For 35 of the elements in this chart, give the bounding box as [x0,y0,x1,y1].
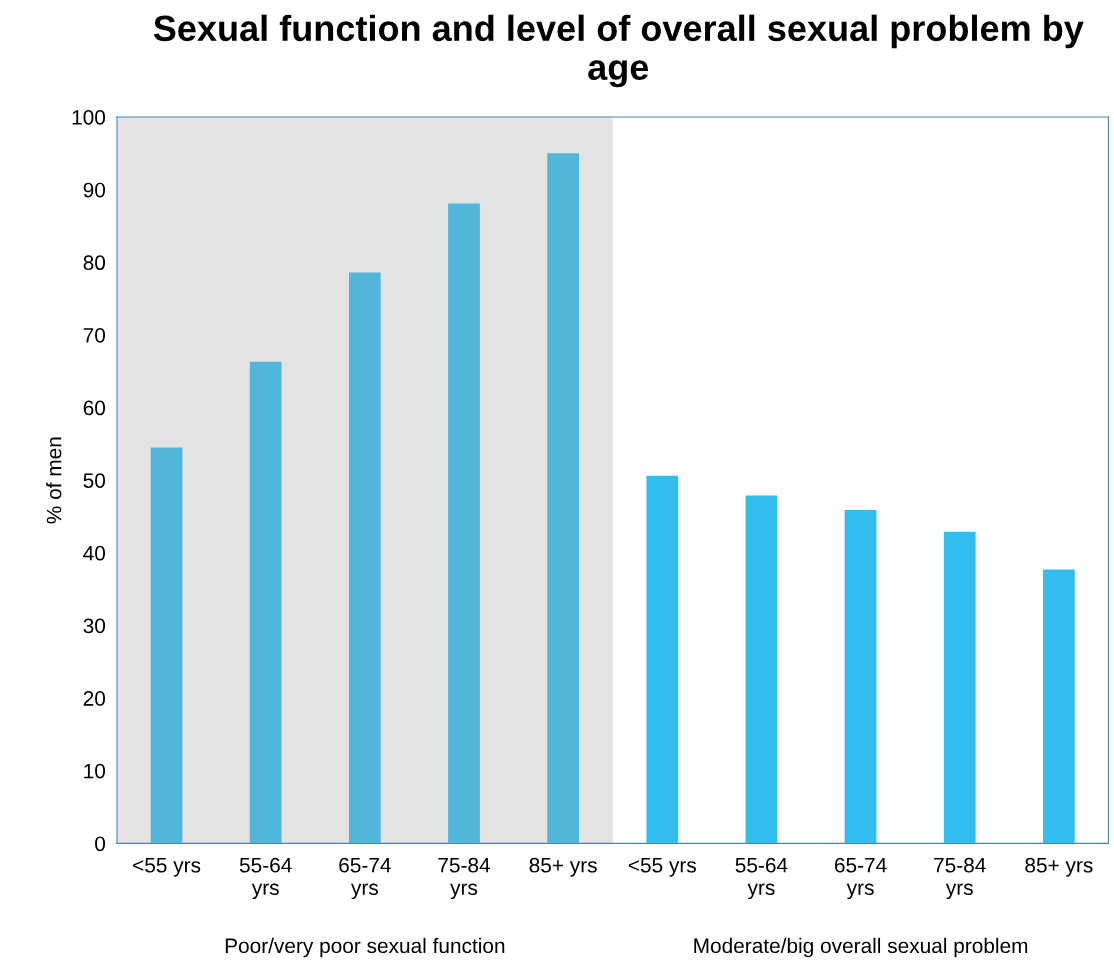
y-tick-label: 40 [83,545,106,561]
y-tick-label: 80 [83,255,106,271]
text: Moderate/big overall sexual problem [694,937,1028,958]
x-tick-label: 55-64 yrs [239,857,292,900]
x-tick-label: 55-64 yrs [735,857,788,900]
y-tick-label: 60 [83,400,106,416]
x-tick-label: 65-74 yrs [339,857,391,900]
chart-title: Sexual function and level of overall sexual problem by age [153,14,1084,88]
y-tick-label: 50 [83,473,106,488]
y-tick-label: 0 [95,836,106,852]
x-tick-label: 75-84 yrs [934,857,986,900]
y-tick-label: 100 [72,110,106,125]
y-tick-label: 10 [84,763,106,779]
bar [745,495,778,844]
x-tick-label: 75-84 yrs [438,857,491,900]
bar [844,509,877,844]
bar [150,447,183,844]
x-tick-label: 85+ yrs [529,857,597,877]
x-tick-label: <55 yrs [133,858,201,877]
bar [249,361,282,844]
y-axis-title: % of men [46,437,62,524]
y-tick-label: 20 [83,691,106,706]
y-tick-label: 30 [83,618,106,634]
y-tick-label: 70 [83,327,106,343]
text: Poor/very poor sexual function [225,937,505,958]
x-tick-label: <55 yrs [628,858,696,877]
bar [943,531,976,844]
x-tick-label: 65-74 yrs [834,857,887,900]
bar [547,153,579,844]
y-tick-label: 90 [83,182,106,198]
bar [1042,569,1075,844]
bar [448,203,480,844]
x-tick-label: 85+ yrs [1025,857,1093,877]
bar [646,475,679,844]
bar [348,272,381,844]
